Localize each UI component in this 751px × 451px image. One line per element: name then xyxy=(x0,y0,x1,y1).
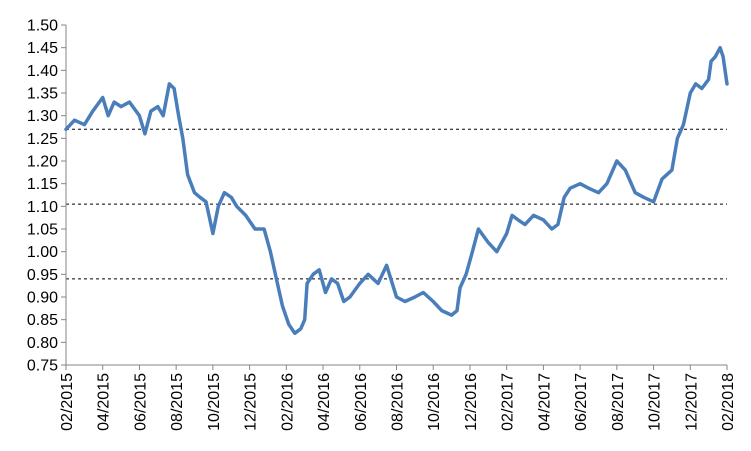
y-tick-label: 1.25 xyxy=(27,131,58,148)
x-tick-label: 08/2017 xyxy=(610,373,627,431)
x-tick-label: 02/2015 xyxy=(59,373,76,431)
x-tick-label: 12/2016 xyxy=(463,373,480,431)
x-tick-label: 02/2018 xyxy=(720,373,737,431)
y-tick-label: 1.00 xyxy=(27,244,58,261)
y-tick-label: 1.45 xyxy=(27,40,58,57)
x-tick-label: 02/2016 xyxy=(279,373,296,431)
x-tick-label: 04/2015 xyxy=(96,373,113,431)
x-tick-label: 04/2016 xyxy=(316,373,333,431)
x-tick-label: 04/2017 xyxy=(536,373,553,431)
x-tick-label: 12/2015 xyxy=(243,373,260,431)
y-tick-label: 1.35 xyxy=(27,86,58,103)
x-tick-label: 06/2017 xyxy=(573,373,590,431)
axes xyxy=(65,25,727,366)
x-tick-label: 10/2016 xyxy=(426,373,443,431)
x-tick-label: 08/2015 xyxy=(169,373,186,431)
x-tick-label: 02/2017 xyxy=(500,373,517,431)
y-tick-label: 1.50 xyxy=(27,18,58,35)
y-tick-label: 1.10 xyxy=(27,199,58,216)
x-tick-label: 10/2015 xyxy=(206,373,223,431)
y-tick-label: 0.80 xyxy=(27,335,58,352)
y-tick-label: 0.90 xyxy=(27,290,58,307)
x-tick-label: 08/2016 xyxy=(390,373,407,431)
y-tick-label: 1.40 xyxy=(27,63,58,80)
series-group xyxy=(64,45,729,336)
y-tick-label: 1.20 xyxy=(27,154,58,171)
x-tick-label: 12/2017 xyxy=(683,373,700,431)
y-tick-label: 0.85 xyxy=(27,312,58,329)
series-line xyxy=(64,45,729,336)
y-tick-label: 0.75 xyxy=(27,358,58,375)
y-axis-tick-labels: 0.75 0.80 0.85 0.90 0.95 1.00 1.05 1.10 1.15 1.20… xyxy=(27,18,66,375)
y-tick-label: 1.30 xyxy=(27,108,58,125)
x-tick-label: 06/2015 xyxy=(132,373,149,431)
x-axis-tick-labels: 02/2015 04/2015 06/2015 08/2015 10/2015 12/20… xyxy=(59,365,737,431)
y-tick-label: 0.95 xyxy=(27,267,58,284)
x-tick-label: 10/2017 xyxy=(647,373,664,431)
reference-lines xyxy=(66,128,727,280)
y-tick-label: 1.15 xyxy=(27,176,58,193)
y-tick-label: 1.05 xyxy=(27,222,58,239)
x-tick-label: 06/2016 xyxy=(353,373,370,431)
